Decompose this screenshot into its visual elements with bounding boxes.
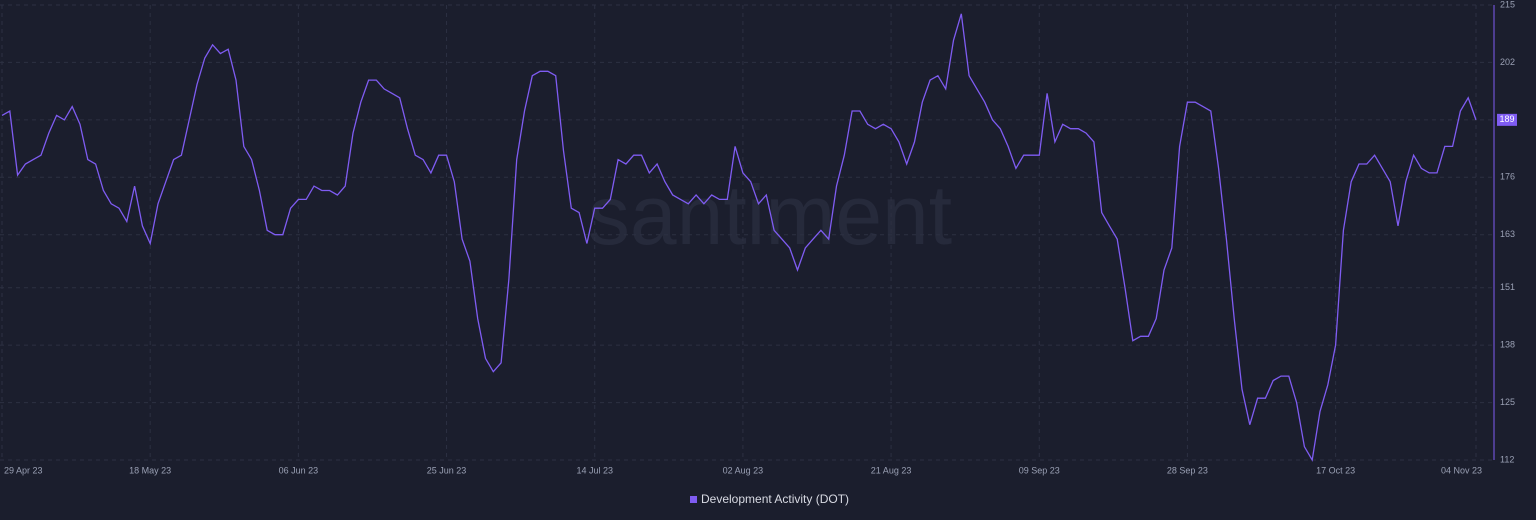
y-tick-label: 138	[1500, 340, 1515, 350]
y-tick-label: 176	[1500, 172, 1515, 182]
y-tick-label: 215	[1500, 0, 1515, 9]
x-tick-label: 29 Apr 23	[4, 465, 43, 475]
x-tick-label: 06 Jun 23	[279, 465, 319, 475]
x-tick-label: 09 Sep 23	[1019, 465, 1060, 475]
x-tick-label: 25 Jun 23	[427, 465, 467, 475]
legend-label: Development Activity (DOT)	[701, 492, 849, 506]
x-tick-label: 21 Aug 23	[871, 465, 912, 475]
y-tick-label: 151	[1500, 282, 1515, 292]
legend-swatch	[690, 496, 697, 503]
y-tick-label: 163	[1500, 229, 1515, 239]
x-tick-label: 14 Jul 23	[576, 465, 613, 475]
y-tick-label: 202	[1500, 57, 1515, 67]
x-tick-label: 28 Sep 23	[1167, 465, 1208, 475]
last-value-box	[1497, 113, 1517, 126]
y-tick-label: 112	[1500, 454, 1514, 464]
y-tick-label: 125	[1500, 397, 1515, 407]
x-tick-label: 04 Nov 23	[1441, 465, 1482, 475]
x-tick-label: 18 May 23	[129, 465, 171, 475]
x-tick-label: 17 Oct 23	[1316, 465, 1355, 475]
data-line	[1, 13, 1477, 462]
watermark: santiment	[588, 168, 952, 262]
x-tick-label: 02 Aug 23	[723, 465, 764, 475]
last-value-label: 189	[1499, 114, 1514, 124]
